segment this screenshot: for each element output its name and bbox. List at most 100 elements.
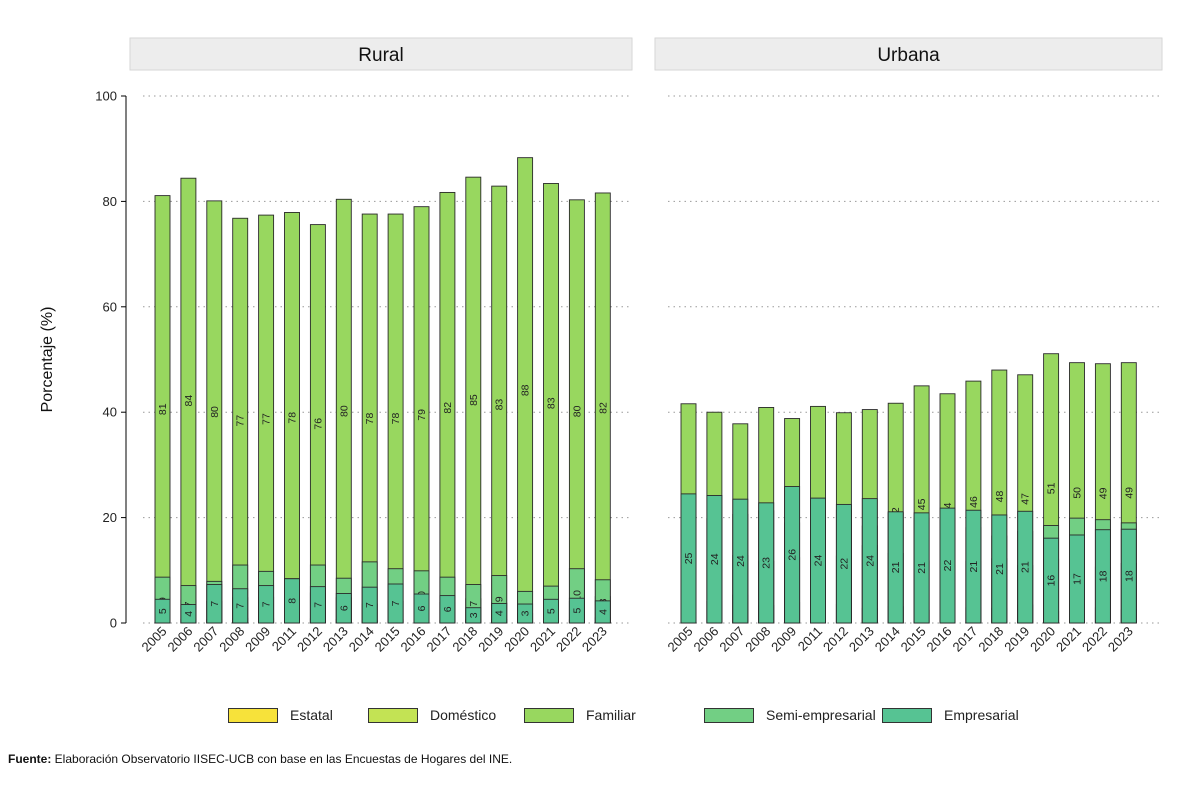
- chart-legend: Estatal Doméstico Familiar Semi-empresar…: [0, 700, 1200, 730]
- data-label-rural-2007-empresarial: 7: [209, 601, 221, 607]
- data-label-urbana-2009-empresarial: 26: [787, 549, 799, 561]
- bar-segment-urbana-2015-empresarial: [913, 512, 930, 624]
- data-label-urbana-2020-familiar: 51: [1046, 482, 1058, 494]
- x-tick-label-rural: 2005: [139, 624, 170, 655]
- data-label-rural-2009-empresarial: 7: [261, 601, 273, 607]
- data-label-urbana-2018-empresarial: 21: [994, 563, 1006, 575]
- bar-segment-rural-2015-empresarial: [387, 583, 404, 624]
- y-tick-label: 40: [103, 405, 117, 420]
- x-tick-label-rural: 2019: [475, 624, 506, 655]
- x-tick-label-rural: 2016: [398, 624, 429, 655]
- bar-segment-rural-2016-empresarial: [413, 593, 430, 624]
- x-tick-label-rural: 2013: [320, 624, 351, 655]
- data-label-rural-2018-empresarial: 3: [468, 612, 480, 618]
- legend-item-semi-empresarial: Semi-empresarial: [704, 700, 876, 730]
- data-label-rural-2008-familiar: 77: [235, 415, 247, 427]
- bar-segment-urbana-2023-empresarial: [1120, 528, 1137, 624]
- x-tick-label-rural: 2006: [164, 624, 195, 655]
- legend-label-domestico: Doméstico: [430, 707, 497, 723]
- data-label-urbana-2023-empresarial: 18: [1123, 570, 1135, 582]
- bar-segment-urbana-2005-empresarial: [680, 493, 697, 624]
- bar-segment-rural-2022-empresarial: [568, 597, 585, 624]
- data-label-rural-2017-familiar: 82: [442, 402, 454, 414]
- data-label-urbana-2023-familiar: 49: [1123, 487, 1135, 499]
- data-label-rural-2015-familiar: 78: [390, 413, 402, 425]
- bar-segment-urbana-2022-empresarial: [1094, 529, 1111, 624]
- data-label-rural-2015-empresarial: 7: [390, 600, 402, 606]
- panel-strip-rural: [129, 37, 633, 71]
- bar-segment-rural-2006-empresarial: [180, 604, 197, 624]
- x-tick-label-urbana: 2021: [1053, 624, 1084, 655]
- bar-segment-rural-2014-empresarial: [361, 586, 378, 624]
- bar-segment-rural-2017-empresarial: [439, 595, 456, 624]
- data-label-rural-2008-empresarial: 7: [235, 603, 247, 609]
- panel-strip-urbana: [654, 37, 1163, 71]
- data-label-rural-2020-empresarial: 3: [520, 610, 532, 616]
- bar-segment-urbana-2011-empresarial: [810, 497, 826, 624]
- data-label-rural-2019-empresarial: 4: [494, 610, 506, 616]
- bar-segment-rural-2019-empresarial: [491, 603, 508, 624]
- bar-segment-urbana-2007-empresarial: [732, 498, 749, 624]
- data-label-rural-2012-familiar: 76: [312, 418, 324, 430]
- data-label-rural-2016-familiar: 79: [416, 409, 428, 421]
- data-label-rural-2012-empresarial: 7: [312, 602, 324, 608]
- bar-segment-rural-2020-empresarial: [517, 603, 534, 624]
- bar-segment-urbana-2021-empresarial: [1069, 534, 1085, 624]
- data-label-urbana-2019-empresarial: 21: [1020, 561, 1032, 573]
- data-label-rural-2018-semi-empresarial: 7: [468, 601, 480, 607]
- data-label-rural-2018-familiar: 85: [468, 394, 480, 406]
- data-label-urbana-2018-familiar: 48: [994, 491, 1006, 503]
- data-label-urbana-2022-familiar: 49: [1097, 487, 1109, 499]
- data-label-rural-2011-empresarial: 8: [287, 598, 299, 604]
- data-label-urbana-2007-empresarial: 24: [735, 555, 747, 567]
- legend-item-empresarial: Empresarial: [882, 700, 1019, 730]
- data-label-urbana-2011-empresarial: 24: [813, 555, 825, 567]
- x-tick-label-rural: 2023: [579, 624, 610, 655]
- bar-segment-urbana-2019-empresarial: [1017, 510, 1034, 624]
- data-label-rural-2013-empresarial: 6: [338, 605, 350, 611]
- data-label-urbana-2021-familiar: 50: [1072, 487, 1084, 499]
- bar-segment-rural-2011-empresarial: [284, 578, 300, 624]
- legend-item-familiar: Familiar: [524, 700, 636, 730]
- panel-title-urbana: Urbana: [877, 45, 940, 66]
- bar-segment-rural-2023-empresarial: [594, 600, 611, 624]
- y-tick-label: 60: [103, 299, 117, 314]
- data-label-rural-2017-empresarial: 6: [442, 606, 454, 612]
- x-tick-label-urbana: 2006: [690, 624, 721, 655]
- bar-segment-urbana-2009-empresarial: [784, 486, 801, 624]
- legend-item-estatal: Estatal: [228, 700, 333, 730]
- x-tick-label-urbana: 2014: [872, 624, 903, 655]
- y-tick-label: 20: [103, 510, 117, 525]
- x-tick-label-rural: 2012: [294, 624, 325, 655]
- bar-segment-urbana-2017-empresarial: [965, 509, 982, 624]
- x-tick-label-rural: 2014: [346, 624, 377, 655]
- bar-segment-urbana-2016-empresarial: [939, 507, 956, 624]
- bar-segment-urbana-2006-empresarial: [706, 495, 723, 624]
- bar-segment-rural-2005-empresarial: [154, 598, 171, 624]
- x-tick-label-urbana: 2016: [924, 624, 955, 655]
- data-label-rural-2023-familiar: 82: [597, 402, 609, 414]
- data-label-rural-2019-semi-empresarial: 9: [494, 596, 506, 602]
- data-label-rural-2007-familiar: 80: [209, 406, 221, 418]
- data-label-urbana-2022-empresarial: 18: [1097, 570, 1109, 582]
- legend-label-estatal: Estatal: [290, 707, 333, 723]
- x-tick-label-rural: 2020: [501, 624, 532, 655]
- data-label-urbana-2006-empresarial: 24: [709, 553, 721, 565]
- data-label-rural-2014-empresarial: 7: [364, 602, 376, 608]
- y-tick-label: 0: [110, 616, 117, 631]
- data-label-rural-2023-empresarial: 4: [597, 609, 609, 615]
- x-tick-label-rural: 2021: [527, 624, 558, 655]
- bar-segment-urbana-2014-empresarial: [887, 511, 904, 624]
- data-label-urbana-2020-empresarial: 16: [1046, 575, 1058, 587]
- x-tick-label-rural: 2018: [449, 624, 480, 655]
- legend-label-familiar: Familiar: [586, 707, 636, 723]
- data-label-rural-2019-familiar: 83: [494, 399, 506, 411]
- bar-segment-rural-2021-empresarial: [543, 598, 559, 624]
- x-tick-label-urbana: 2008: [742, 624, 773, 655]
- data-label-rural-2022-empresarial: 5: [571, 608, 583, 614]
- data-label-rural-2022-semi-empresarial: 10: [571, 590, 583, 602]
- stacked-bar-chart: 0 20 40 60 80 100 Porcentaje (%) Rural 5 81 9 5 2005…: [39, 37, 1163, 655]
- data-label-rural-2021-familiar: 83: [546, 397, 558, 409]
- source-text: Elaboración Observatorio IISEC-UCB con b…: [51, 752, 513, 766]
- data-label-urbana-2015-empresarial: 21: [916, 562, 928, 574]
